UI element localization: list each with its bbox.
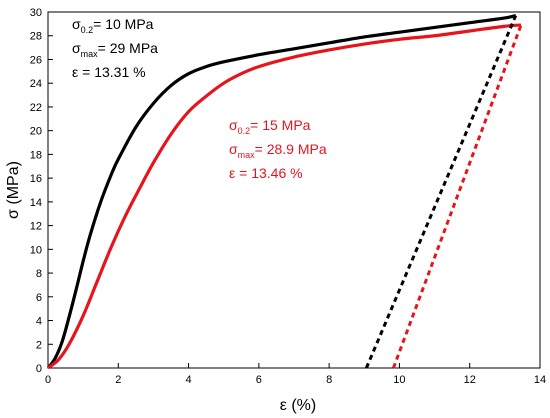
y-tick-label: 20 (30, 126, 42, 138)
y-tick-label: 18 (30, 149, 42, 161)
x-tick-label: 12 (464, 374, 476, 386)
y-tick-label: 22 (30, 102, 42, 114)
red-stress-strain-curve (47, 23, 522, 370)
x-tick-label: 6 (256, 374, 262, 386)
y-tick-label: 2 (36, 339, 42, 351)
x-tick-label: 14 (534, 374, 546, 386)
y-tick-label: 24 (30, 78, 42, 90)
black-stress-strain-curve (46, 13, 517, 369)
y-tick-label: 28 (30, 31, 42, 43)
annotation-line: σmax= 28.9 MPa (229, 141, 327, 160)
x-tick-label: 8 (326, 374, 332, 386)
x-tick-label: 10 (393, 374, 405, 386)
annotation-line: ε = 13.46 % (229, 165, 303, 181)
y-tick-label: 16 (30, 173, 42, 185)
y-tick-label: 12 (30, 221, 42, 233)
y-tick-label: 6 (36, 292, 42, 304)
series-layer (46, 13, 523, 370)
red-unloading-line (392, 24, 523, 369)
annotation-line: ε = 13.31 % (72, 64, 146, 80)
y-tick-label: 0 (36, 363, 42, 375)
annotations-layer: σ0.2= 10 MPa σmax= 29 MPa ε = 13.31 % σ0.2=… (72, 16, 327, 181)
annotation-line: σ0.2= 10 MPa (72, 16, 154, 35)
y-axis-title: σ (MPa) (5, 161, 22, 219)
x-tick-label: 2 (115, 374, 121, 386)
x-tick-label: 4 (186, 374, 192, 386)
y-tick-label: 26 (30, 54, 42, 66)
y-tick-label: 10 (30, 244, 42, 256)
y-tick-label: 4 (36, 316, 42, 328)
black-unloading-line (365, 14, 518, 369)
annotation-line: σ0.2= 15 MPa (229, 117, 311, 136)
plot-frame (47, 11, 541, 369)
annotation-line: σmax= 29 MPa (72, 40, 158, 59)
x-tick-label: 0 (45, 374, 51, 386)
y-tick-label: 14 (30, 197, 42, 209)
y-tick-label: 8 (36, 268, 42, 280)
plot-border (47, 11, 541, 369)
y-tick-label: 30 (30, 7, 42, 19)
x-axis-ticks: 0 2 4 6 8 10 12 14 (45, 363, 546, 386)
x-axis-title: ε (%) (280, 397, 316, 414)
